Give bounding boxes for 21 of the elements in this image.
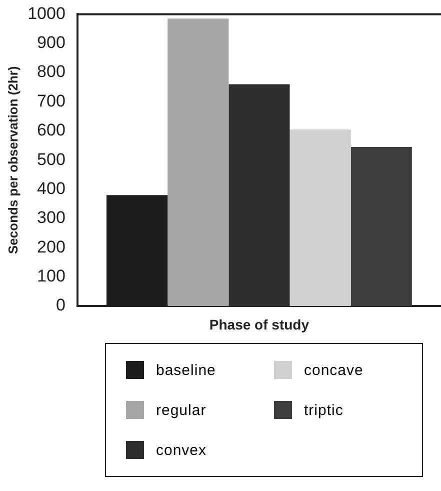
y-tick-label: 500 <box>37 150 66 169</box>
y-tick-label: 600 <box>37 120 66 140</box>
y-tick-label: 100 <box>37 266 66 286</box>
y-tick-label: 700 <box>37 91 66 110</box>
legend-label: triptic <box>304 402 344 418</box>
legend-label: baseline <box>156 362 216 378</box>
x-axis-title: Phase of study <box>209 316 310 332</box>
bar <box>290 129 351 306</box>
y-tick-label: 0 <box>56 296 66 315</box>
legend-label: regular <box>156 402 206 418</box>
y-tick-label: 1000 <box>28 4 66 23</box>
y-tick-label: 200 <box>37 237 66 256</box>
legend-label: convex <box>156 442 207 458</box>
y-tick-label: 300 <box>37 208 66 228</box>
y-tick-label: 900 <box>37 33 66 52</box>
y-axis-title: Seconds per observation (2hr) <box>5 66 20 254</box>
y-tick-label: 400 <box>37 178 66 198</box>
legend-label: concave <box>304 362 364 378</box>
bar <box>168 18 229 306</box>
y-tick-label: 800 <box>37 62 66 82</box>
bar <box>350 146 412 306</box>
